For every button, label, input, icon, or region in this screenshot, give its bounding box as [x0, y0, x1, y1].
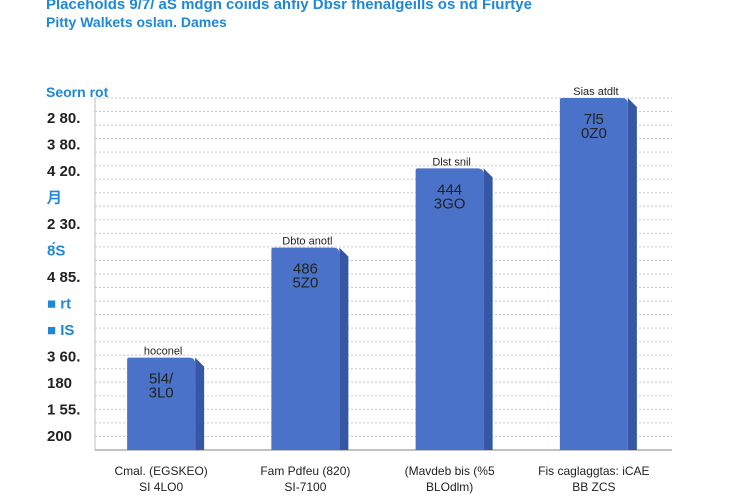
bar [559, 98, 628, 450]
y-tick-label: 3 80. [47, 137, 80, 154]
bar-group: hoconel 5l4/3L0 [127, 346, 205, 450]
x-tick-sublabel: BB ZCS [572, 480, 615, 494]
bar-value-label: 5l4/ [149, 371, 174, 388]
x-tick-sublabel: SI 4LO0 [139, 480, 183, 494]
y-axis-label: Seorn rot [46, 84, 109, 100]
bar-top-note: Dbto anotl [282, 236, 332, 248]
bar-value-label: 7l5 [584, 111, 604, 128]
y-tick-label: 4 85. [47, 269, 80, 286]
bar-top-note: Dlst snil [432, 156, 471, 168]
x-tick-label: (Mavdeb bis (%5 [405, 464, 495, 478]
x-tick-label: Cmal. (EGSKEO) [114, 464, 207, 478]
y-tick-label: 200 [47, 428, 72, 445]
bar [271, 247, 340, 450]
y-tick-label: 3 60. [47, 349, 80, 366]
chart-title: Placeholds 9/7/ aS mdgn coiids ahfiy Dbs… [46, 0, 532, 13]
bar [127, 357, 196, 450]
y-tick-label: 180 [47, 375, 72, 392]
y-tick-labels: 2 80. 3 80. 4 20. 月 2 30. 8́S 4 85. ■ rt ■ IS 3 6… [46, 110, 80, 445]
category-labels: Cmal. (EGSKEO) SI 4LO0 Fam Pdfeu (820) SI-7… [114, 464, 649, 494]
y-tick-label: 月 [46, 190, 62, 207]
y-tick-label: 2 80. [47, 110, 80, 127]
bar-value-sublabel: 3L0 [149, 385, 174, 402]
x-tick-sublabel: SI-7100 [284, 480, 326, 494]
bar-value-sublabel: 5Z0 [292, 275, 318, 292]
bar-side [627, 98, 637, 450]
bar-top-note: Sias atdlt [573, 86, 618, 98]
x-tick-label: Fam Pdfeu (820) [260, 464, 350, 478]
bar [415, 168, 484, 450]
bar-side [195, 357, 205, 450]
y-tick-label: 4 20. [47, 163, 80, 180]
y-tick-label: 2 30. [47, 216, 80, 233]
y-tick-label: ■ rt [47, 296, 71, 313]
bar-side [339, 247, 349, 450]
bar-value-sublabel: 3GO [434, 195, 466, 212]
bar-side [483, 168, 493, 450]
bar-value-label: 486 [293, 261, 318, 278]
y-tick-label: 1 55. [47, 402, 80, 419]
bar-top-note: hoconel [144, 346, 183, 358]
chart-subtitle: Pitty Walkets oslan. Dames [46, 14, 227, 30]
x-tick-sublabel: BLOdlm) [426, 480, 473, 494]
x-tick-label: Fis caglaggtas: iCAE [538, 464, 649, 478]
bar-value-sublabel: 0Z0 [581, 125, 607, 142]
bar-value-label: 444 [437, 181, 462, 198]
y-tick-label: ■ IS [47, 322, 74, 339]
y-tick-label: 8́S [47, 243, 65, 260]
